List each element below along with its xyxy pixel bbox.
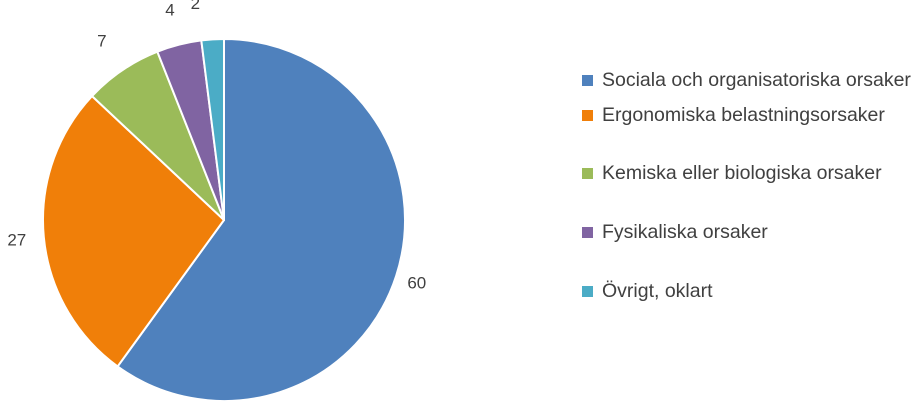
legend-swatch: [582, 110, 593, 121]
data-label-ergonomiska: 27: [7, 231, 26, 250]
legend-swatch: [582, 286, 593, 297]
legend-label: Övrigt, oklart: [602, 280, 713, 302]
data-label-kemiska: 7: [97, 31, 106, 50]
legend-swatch: [582, 168, 593, 179]
data-label-fysikaliska: 4: [165, 1, 174, 20]
legend-item-sociala: Sociala och organisatoriska orsaker: [578, 66, 918, 95]
data-label-sociala: 60: [407, 274, 426, 293]
data-label-ovrigt: 2: [191, 0, 200, 13]
legend-item-ovrigt: Övrigt, oklart: [578, 277, 918, 306]
pie-slices: [42, 38, 406, 402]
pie-slice-ovrigt: [200, 38, 225, 221]
pie-slice-ergonomiska: [42, 95, 225, 368]
legend-swatch: [582, 227, 593, 238]
legend-label: Ergonomiska belastningsorsaker: [602, 104, 885, 126]
legend-item-fysikaliska: Fysikaliska orsaker: [578, 218, 918, 247]
legend-label: Sociala och organisatoriska orsaker: [602, 69, 911, 91]
chart-legend: Sociala och organisatoriska orsaker Ergo…: [578, 66, 918, 306]
legend-label: Fysikaliska orsaker: [602, 221, 768, 243]
legend-label: Kemiska eller biologiska orsaker: [602, 162, 882, 184]
legend-swatch: [582, 75, 593, 86]
pie-slice-sociala: [116, 38, 406, 402]
legend-item-ergonomiska: Ergonomiska belastningsorsaker: [578, 101, 918, 130]
pie-data-labels: 60 27 7 4 2: [7, 0, 426, 293]
legend-item-kemiska: Kemiska eller biologiska orsaker: [578, 159, 918, 188]
